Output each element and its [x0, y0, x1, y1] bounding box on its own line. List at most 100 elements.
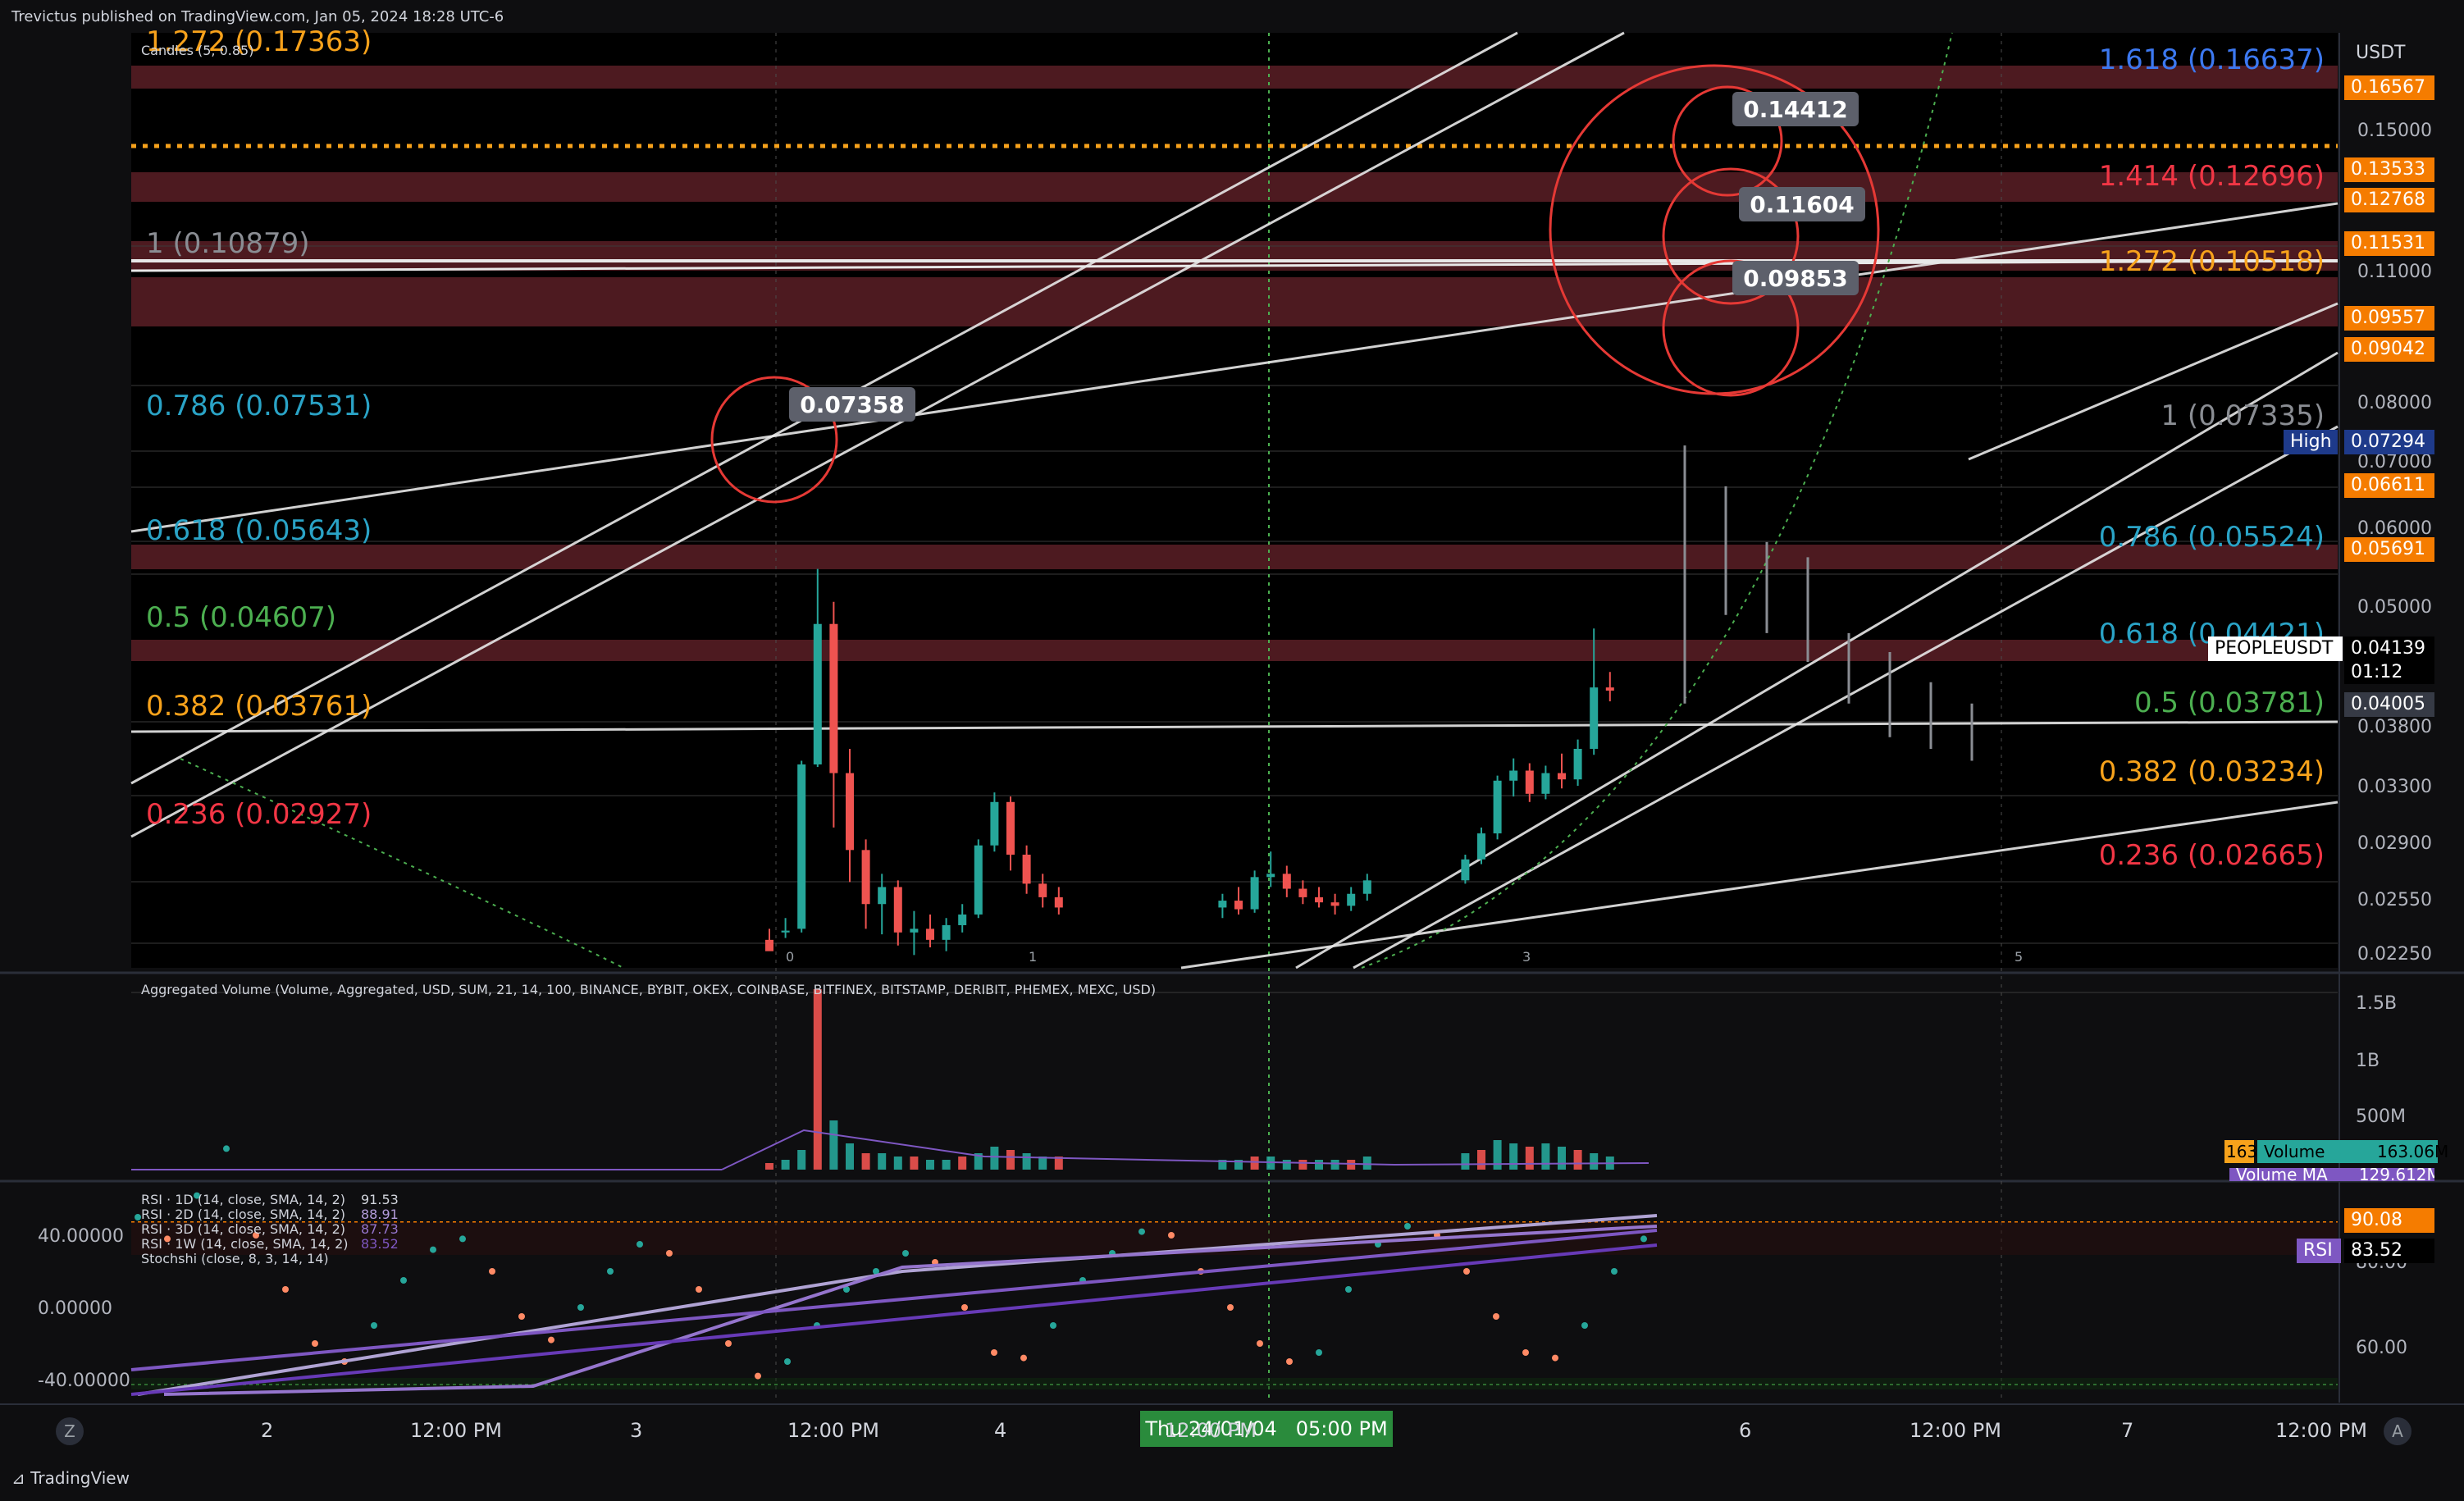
candle-body: [1250, 877, 1259, 910]
fib-label-right: 0.382 (0.03234): [2099, 755, 2325, 788]
time-axis-label: 2: [261, 1419, 274, 1442]
rsi-left-axis-label: -40.00000: [38, 1371, 130, 1391]
tradingview-logo-icon: ⊿: [11, 1468, 31, 1488]
main-pane: 1.272 (0.17363) 1 (0.10879) 0.786 (0.07531…: [0, 25, 2464, 1405]
candle-body: [1525, 770, 1534, 794]
stoch-dot: [696, 1286, 702, 1293]
volume-axis-label: 1B: [2356, 1051, 2380, 1071]
time-axis-label: 12:00 PM: [1165, 1419, 1257, 1442]
volume-bar: [1558, 1147, 1566, 1170]
price-axis-label: 0.05000: [2357, 597, 2432, 618]
stoch-dot: [1522, 1349, 1529, 1356]
candle-body: [797, 764, 806, 929]
trend-line: [1180, 801, 2339, 969]
highlight-circle: [710, 376, 838, 504]
candle-body: [990, 801, 999, 846]
volume-bar: [1477, 1150, 1485, 1170]
price-tag-grey: 0.04005: [2344, 692, 2434, 717]
crosshair-time-label: Thu 24/01/04 05:00 PM: [1140, 1411, 1393, 1447]
price-tag: 0.13533: [2344, 157, 2434, 182]
stoch-dot: [1286, 1358, 1293, 1365]
rsi-indicator-value: 87.73: [361, 1221, 399, 1237]
price-callout-box: [1732, 261, 1859, 295]
currency-label[interactable]: USDT: [2356, 43, 2406, 63]
stoch-dot: [282, 1286, 289, 1293]
resistance-zone: [131, 66, 2338, 89]
volume-bar: [1461, 1153, 1470, 1170]
volume-bar: [1218, 1160, 1227, 1170]
price-axis-label: 0.02550: [2357, 890, 2432, 910]
trend-line: [1968, 302, 2339, 461]
stoch-dot: [784, 1358, 791, 1365]
fib-label-right: 1 (0.07335): [2161, 399, 2325, 432]
candle-body: [1218, 901, 1227, 908]
zoom-z-button[interactable]: Z: [56, 1417, 84, 1445]
stoch-dot: [991, 1349, 997, 1356]
wave-label: 5: [2015, 949, 2023, 965]
trend-line: [130, 259, 2339, 272]
time-axis-label: 6: [1739, 1419, 1752, 1442]
volume-bar: [878, 1153, 887, 1170]
stoch-dot: [637, 1241, 643, 1248]
rsi-indicator-label: RSI · 1D (14, close, SMA, 14, 2): [141, 1192, 345, 1207]
wave-label: 3: [1522, 949, 1531, 965]
stoch-dot: [194, 1192, 200, 1199]
fib-label-left: 0.786 (0.07531): [146, 390, 372, 422]
stoch-dot: [489, 1268, 495, 1275]
wave-label: 0: [786, 949, 794, 965]
price-callout-text: 0.09853: [1743, 265, 1848, 292]
wave-label: 1: [1029, 949, 1037, 965]
volume-axis-label: 1.5B: [2356, 993, 2397, 1014]
candle-body: [958, 914, 967, 925]
volume-bar: [813, 989, 822, 1170]
candle-body: [1541, 773, 1550, 794]
candle-body: [829, 623, 838, 773]
volume-bar: [910, 1157, 919, 1170]
price-callout-box: [789, 387, 915, 422]
candle-body: [861, 850, 870, 905]
volume-bar: [1282, 1160, 1291, 1170]
volume-bar: [846, 1143, 854, 1170]
candle-body: [1590, 687, 1599, 749]
stoch-dot: [1493, 1313, 1499, 1320]
price-tag: 0.09042: [2344, 337, 2434, 362]
trend-line: [1353, 425, 2339, 969]
fib-label-left: 1.272 (0.17363): [146, 25, 372, 58]
resistance-zone: [131, 545, 2338, 569]
stoch-dot: [164, 1235, 171, 1243]
price-axis-label: 0.02250: [2357, 944, 2432, 965]
candle-body: [1493, 780, 1502, 834]
candle-body: [1605, 687, 1614, 691]
tradingview-logo[interactable]: ⊿ TradingView: [11, 1468, 130, 1488]
fib-label-left: 0.382 (0.03761): [146, 690, 372, 723]
volume-bar: [1266, 1157, 1275, 1170]
stoch-dot: [223, 1145, 230, 1152]
candle-body: [942, 924, 951, 940]
stoch-dot: [1552, 1354, 1558, 1362]
price-axis-label: 0.15000: [2357, 121, 2432, 141]
fib-label-right: 1.414 (0.12696): [2099, 160, 2325, 193]
last-price-tag: 0.04139: [2344, 636, 2434, 661]
price-axis-label: 0.07000: [2357, 452, 2432, 472]
candle-body: [1509, 770, 1518, 781]
volume-axis-label: 500M: [2356, 1106, 2406, 1127]
stoch-dot: [1138, 1228, 1145, 1235]
fib-label-left: 0.236 (0.02927): [146, 798, 372, 831]
stoch-dot: [1345, 1286, 1352, 1293]
auto-scale-button[interactable]: A: [2384, 1417, 2412, 1445]
candle-body: [1234, 901, 1243, 910]
candle-body: [1477, 833, 1485, 860]
volume-bar: [942, 1160, 951, 1170]
rsi-left-axis-label: 40.00000: [38, 1226, 124, 1247]
price-callout-text: 0.07358: [800, 391, 905, 418]
volume-bar: [1362, 1157, 1371, 1170]
countdown-tag: 01:12: [2344, 661, 2434, 684]
time-axis-label: 4: [994, 1419, 1007, 1442]
volume-bar: [1493, 1140, 1502, 1170]
stoch-dot: [135, 1214, 141, 1220]
price-axis-label: 0.02900: [2357, 833, 2432, 854]
highlight-circle: [1662, 259, 1800, 397]
candle-body: [1298, 888, 1307, 897]
rsi-line: [130, 1229, 1658, 1371]
